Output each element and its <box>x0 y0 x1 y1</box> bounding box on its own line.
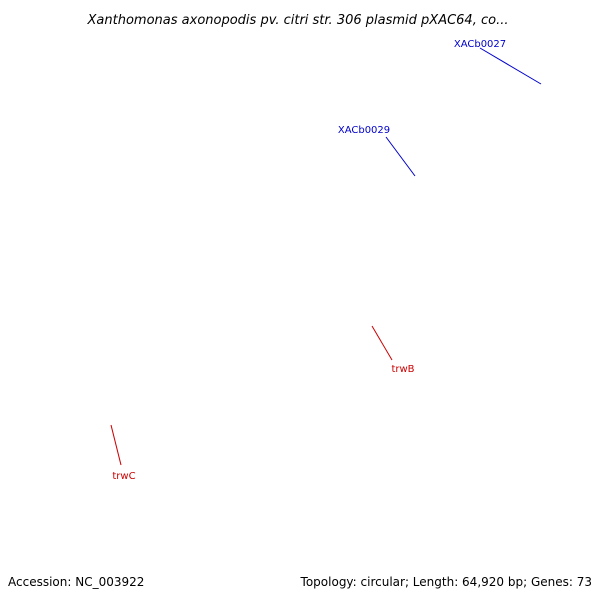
gene-label-trwc: trwC <box>112 471 135 482</box>
label-leader-line <box>110 424 122 466</box>
gene-label-xacb0029: XACb0029 <box>338 125 390 136</box>
accession-text: Accession: NC_003922 <box>8 575 144 589</box>
label-leader-line <box>385 136 416 177</box>
map-title: Xanthomonas axonopodis pv. citri str. 30… <box>87 13 509 28</box>
gene-label-xacb0027: XACb0027 <box>454 39 506 50</box>
gene-label-trwb: trwB <box>391 364 414 375</box>
label-leader-line <box>479 47 542 85</box>
gene-labels: XACb0027 XACb0029 trwB trwC <box>110 39 542 482</box>
topology-summary: Topology: circular; Length: 64,920 bp; G… <box>300 575 592 589</box>
label-leader-line <box>371 325 393 361</box>
